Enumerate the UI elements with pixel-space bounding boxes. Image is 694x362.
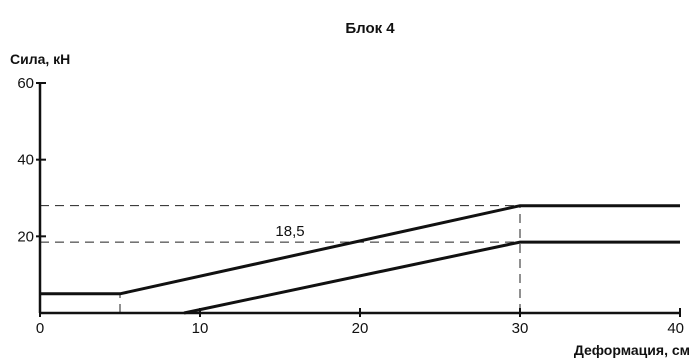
x-tick-label-40: 40: [667, 320, 684, 337]
x-tick-label-30: 30: [512, 320, 529, 337]
x-tick-label-20: 20: [352, 320, 369, 337]
x-tick-label-10: 10: [192, 320, 209, 337]
x-tick-label-0: 0: [36, 320, 44, 337]
y-tick-label-40: 40: [17, 152, 34, 169]
series-line-0: [40, 204, 680, 296]
series-line-1: [183, 240, 680, 315]
y-axis-label: Сила, кН: [10, 51, 70, 67]
y-tick-label-60: 60: [17, 75, 34, 92]
y-tick-label-20: 20: [17, 228, 34, 245]
plot-area: 20 40 60 0 10 20 30 40 18,5: [17, 75, 684, 337]
x-axis-label: Деформация, см: [574, 342, 690, 358]
annotation-0: 18,5: [275, 223, 304, 240]
chart-title: Блок 4: [345, 20, 395, 37]
